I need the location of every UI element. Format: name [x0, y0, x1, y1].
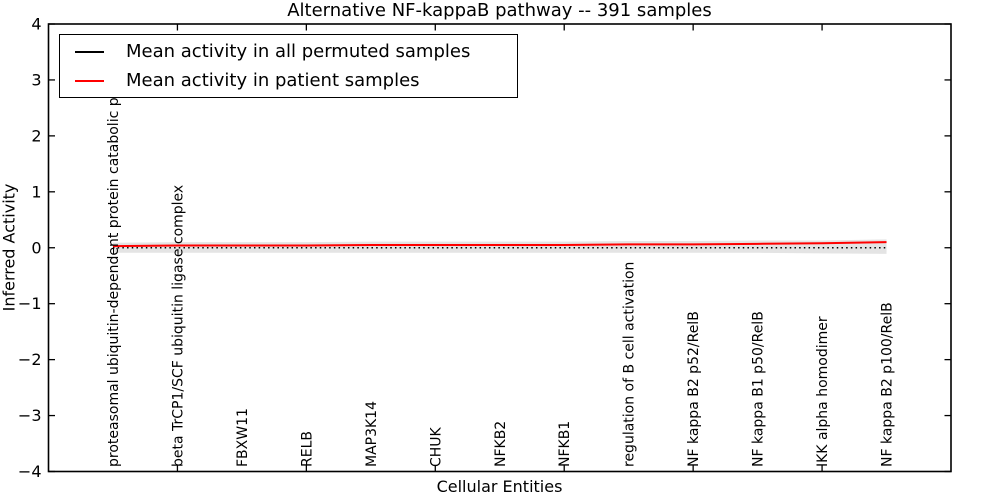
y-tick-label: 3 — [31, 70, 41, 89]
category-label: FBXW11 — [235, 408, 251, 467]
chart-title: Alternative NF-kappaB pathway -- 391 sam… — [287, 0, 712, 21]
category-label: NFKB1 — [557, 421, 573, 467]
category-label: NF kappa B1 p50/RelB — [751, 311, 767, 467]
category-label: beta TrCP1/SCF ubiquitin ligase complex — [170, 185, 186, 467]
legend: Mean activity in all permuted samples Mea… — [59, 34, 518, 98]
std-band — [112, 239, 887, 254]
category-label: MAP3K14 — [364, 401, 380, 467]
category-label: NF kappa B2 p52/RelB — [686, 311, 702, 467]
legend-entry: Mean activity in patient samples — [60, 70, 517, 92]
legend-entry-label: Mean activity in patient samples — [126, 69, 420, 91]
y-tick-label: −2 — [18, 350, 42, 369]
category-label: NF kappa B2 p100/RelB — [880, 302, 896, 467]
x-axis-label: Cellular Entities — [436, 477, 563, 496]
y-tick-label: 0 — [31, 238, 41, 257]
legend-line-sample — [75, 50, 104, 53]
legend-line-sample — [75, 79, 104, 82]
category-label: CHUK — [428, 426, 444, 467]
patient-mean-line — [112, 241, 887, 248]
y-axis-label: Inferred Activity — [0, 183, 19, 312]
legend-entry-label: Mean activity in all permuted samples — [126, 40, 471, 62]
y-tick-label: −3 — [18, 406, 42, 425]
category-label: NFKB2 — [493, 421, 509, 467]
y-tick-label: −1 — [18, 294, 42, 313]
category-label: proteasomal ubiquitin-dependent protein … — [106, 91, 122, 467]
y-tick-label: 1 — [31, 182, 41, 201]
category-label: IKK alpha homodimer — [815, 316, 831, 467]
category-label: regulation of B cell activation — [622, 262, 638, 467]
y-tick-label: 2 — [31, 126, 41, 145]
y-tick-label: −4 — [18, 462, 42, 481]
y-tick-label: 4 — [31, 15, 41, 34]
category-label: RELB — [299, 431, 315, 467]
legend-entry: Mean activity in all permuted samples — [60, 41, 517, 63]
